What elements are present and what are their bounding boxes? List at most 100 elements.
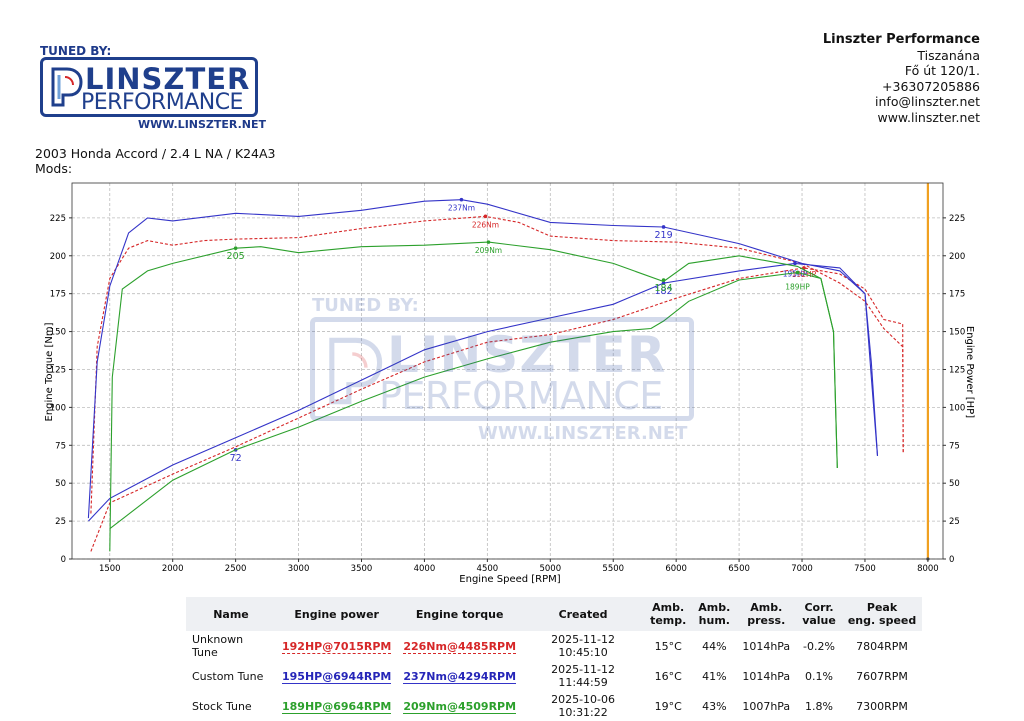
x-tick-label: 8000 — [917, 564, 939, 574]
company-website: www.linszter.net — [877, 109, 980, 125]
x-tick-label: 6000 — [665, 564, 687, 574]
y-tick-label-right: 25 — [949, 517, 960, 527]
company-street: Fő út 120/1. — [904, 63, 980, 78]
header-corr: Corr. value — [796, 597, 842, 631]
x-tick-label: 7000 — [791, 564, 813, 574]
plot-frame — [71, 182, 944, 560]
y-tick-label-left: 150 — [50, 328, 66, 338]
y-tick-label-right: 175 — [949, 290, 965, 300]
series-power-line — [90, 267, 904, 552]
logo-box: LINSZTER PERFORMANCE — [40, 57, 258, 117]
x-tick-label: 6500 — [728, 564, 750, 574]
logo-line1: LINSZTER — [85, 62, 251, 96]
x-tick-label: 3500 — [351, 564, 373, 574]
row-hum: 44% — [702, 639, 727, 653]
header-hum: Amb. hum. — [692, 597, 737, 631]
y-tick-label-left: 200 — [50, 252, 66, 262]
x-tick-label: 2500 — [225, 564, 247, 574]
logo-line2: PERFORMANCE — [81, 90, 243, 115]
row-power-value: 195HP@6944RPM — [282, 669, 392, 684]
header-press: Amb. press. — [736, 597, 797, 631]
y-tick-label-left: 75 — [55, 441, 66, 451]
vehicle-title: 2003 Honda Accord / 2.4 L NA / K24A3 — [35, 146, 276, 161]
row-name: Custom Tune — [192, 669, 264, 683]
company-phone: +36307205886 — [882, 78, 980, 94]
row-press: 1014hPa — [742, 669, 791, 683]
series-power-line — [109, 271, 838, 530]
company-logo: TUNED BY: LINSZTER PERFORMANCE WWW.LINSZ… — [38, 44, 266, 134]
y-tick-label-right: 200 — [949, 252, 965, 262]
header-power: Engine power — [276, 597, 398, 631]
row-press: 1007hPa — [742, 699, 791, 713]
row-created: 2025-10-06 10:31:22 — [551, 693, 616, 719]
cursor-point — [661, 281, 666, 285]
header-created: Created — [522, 597, 645, 631]
row-temp: 19°C — [654, 699, 682, 713]
row-peak: 7804RPM — [856, 639, 908, 653]
company-info: Linszter Performance Tiszanána Fő út 120… — [823, 32, 980, 125]
row-torque: 237Nm@4294RPM — [397, 661, 522, 691]
row-press: 1014hPa — [742, 639, 791, 653]
y-axis-right-label: Engine Power [HP] — [964, 326, 975, 418]
y-tick-label-left: 175 — [50, 290, 66, 300]
row-temp: 16°C — [654, 669, 682, 683]
cursor-value-label: 219 — [655, 230, 673, 241]
y-axis-left-label: Engine Torque [Nm] — [44, 322, 55, 421]
x-tick-label: 4500 — [477, 564, 499, 574]
chart-axes: 1500 2000 2500 3000 3500 4000 4500 5000 5500 6000… — [50, 182, 965, 574]
y-tick-label-left: 50 — [55, 479, 66, 489]
row-power: 189HP@6964RPM — [276, 691, 397, 721]
series-power-line — [87, 262, 879, 522]
y-tick-label-right: 125 — [949, 365, 965, 375]
row-peak: 7607RPM — [856, 669, 908, 683]
row-power: 192HP@7015RPM — [276, 631, 397, 661]
table-header-row: Name Engine power Engine torque Created … — [186, 597, 923, 631]
header-temp: Amb. temp. — [644, 597, 693, 631]
torque-peak-point — [486, 240, 491, 244]
table-row: Stock Tune 189HP@6964RPM 209Nm@4509RPM 2… — [186, 691, 922, 721]
torque-peak-point — [483, 214, 488, 219]
company-email: info@linszter.net — [875, 94, 980, 109]
row-torque-value: 226Nm@4485RPM — [403, 639, 517, 654]
row-torque-value: 209Nm@4509RPM — [403, 699, 517, 714]
torque-peak-label: 209Nm — [475, 246, 502, 255]
y-tick-label-right: 225 — [949, 214, 965, 224]
row-name: Stock Tune — [192, 699, 252, 713]
row-corr: -0.2% — [803, 639, 835, 653]
cursor-value-label: 182 — [655, 286, 673, 297]
torque-peak-point — [459, 197, 464, 202]
cursor-value-label: 184 — [655, 283, 673, 294]
row-torque: 226Nm@4485RPM — [397, 631, 522, 661]
row-torque: 209Nm@4509RPM — [397, 691, 522, 721]
logo-tuned-by: TUNED BY: — [40, 44, 112, 58]
table-row: Unknown Tune 192HP@7015RPM 226Nm@4485RPM… — [186, 631, 922, 661]
x-tick-label: 7500 — [854, 564, 876, 574]
x-tick-label: 4000 — [414, 564, 436, 574]
cursor-point — [661, 225, 666, 229]
row-created: 2025-11-12 10:45:10 — [551, 633, 616, 659]
cursor-value-label: 72 — [230, 453, 242, 464]
row-power-value: 189HP@6964RPM — [282, 699, 392, 714]
power-peak-label: 195HP — [783, 269, 808, 278]
header-name: Name — [186, 597, 276, 631]
header-peak: Peak eng. speed — [841, 597, 923, 631]
x-tick-label: 1500 — [99, 564, 121, 574]
results-table: Name Engine power Engine torque Created … — [186, 597, 923, 721]
y-tick-label-left: 225 — [50, 214, 66, 224]
power-peak-point — [793, 261, 797, 266]
header-torque: Engine torque — [397, 597, 523, 631]
y-tick-label-right: 0 — [949, 555, 954, 565]
row-power: 195HP@6944RPM — [276, 661, 397, 691]
row-peak: 7300RPM — [856, 699, 908, 713]
x-tick-label: 5000 — [539, 564, 561, 574]
row-hum: 41% — [702, 669, 727, 683]
y-tick-label-left: 0 — [61, 555, 66, 565]
row-corr: 0.1% — [805, 669, 833, 683]
series-torque-line — [90, 215, 904, 514]
company-city: Tiszanána — [917, 47, 980, 63]
y-tick-label-left: 100 — [50, 403, 66, 413]
y-tick-label-left: 25 — [55, 517, 66, 527]
vehicle-mods: Mods: — [35, 161, 73, 176]
y-tick-label-left: 125 — [50, 365, 66, 375]
row-power-value: 192HP@7015RPM — [282, 639, 392, 654]
